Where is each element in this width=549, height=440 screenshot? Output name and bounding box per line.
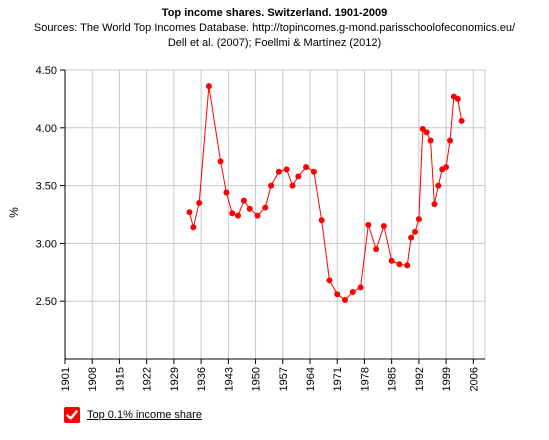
- data-point: [186, 209, 193, 216]
- data-point: [380, 223, 387, 230]
- data-point: [310, 168, 317, 175]
- legend-item-top-0-1[interactable]: Top 0.1% income share: [64, 407, 202, 423]
- legend-label[interactable]: Top 0.1% income share: [87, 409, 202, 421]
- x-tick-label: 2006: [468, 367, 480, 391]
- data-point: [295, 173, 302, 180]
- data-point: [246, 205, 253, 212]
- x-tick-label: 1929: [169, 367, 181, 391]
- x-tick-label: 1922: [142, 367, 154, 391]
- data-point: [283, 166, 290, 173]
- data-point: [275, 168, 282, 175]
- data-point: [223, 189, 230, 196]
- data-point: [404, 262, 411, 269]
- data-point: [235, 212, 242, 219]
- data-point: [240, 197, 247, 204]
- y-tick-label: 3.50: [36, 181, 57, 193]
- data-point: [229, 210, 236, 217]
- y-tick-label: 4.00: [36, 123, 57, 135]
- data-point: [427, 137, 434, 144]
- data-point: [447, 137, 453, 144]
- data-point: [412, 228, 418, 235]
- x-tick-label: 1936: [196, 367, 208, 391]
- checkbox-checked-icon[interactable]: [64, 407, 80, 423]
- data-point: [388, 257, 395, 264]
- x-tick-label: 1950: [251, 367, 263, 391]
- data-point: [190, 224, 197, 231]
- data-point: [419, 125, 426, 132]
- data-point: [454, 95, 461, 102]
- data-point: [334, 291, 341, 298]
- data-point: [342, 297, 348, 304]
- y-axis-label: %: [7, 207, 21, 218]
- x-tick-label: 1964: [305, 367, 317, 391]
- x-tick-label: 1908: [87, 367, 99, 391]
- y-tick-label: 3.00: [36, 238, 57, 250]
- y-tick-label: 4.50: [36, 65, 57, 77]
- data-point: [318, 217, 325, 224]
- data-point: [303, 164, 310, 171]
- data-point: [423, 129, 430, 136]
- data-point: [415, 216, 422, 223]
- data-point: [443, 164, 450, 171]
- x-tick-label: 1992: [414, 367, 426, 391]
- data-point: [217, 158, 224, 165]
- chart-subtitle-authors: Dell et al. (2007); Foellmi & Martínez (…: [167, 37, 382, 49]
- y-tick-label: 2.50: [36, 296, 57, 308]
- data-point: [205, 83, 212, 90]
- data-point: [349, 288, 356, 295]
- data-point: [408, 234, 415, 241]
- data-point: [289, 182, 296, 189]
- plot-area: [64, 69, 486, 360]
- chart-title: Top income shares. Switzerland. 1901-200…: [161, 7, 388, 19]
- x-tick-label: 1971: [332, 367, 344, 391]
- data-point: [254, 212, 261, 219]
- data-point: [431, 201, 438, 208]
- data-point: [373, 246, 380, 253]
- data-point: [396, 261, 403, 268]
- x-tick-label: 1957: [278, 367, 290, 391]
- data-point: [262, 204, 269, 211]
- data-point: [357, 284, 364, 291]
- x-tick-label: 1901: [60, 367, 72, 391]
- x-tick-label: 1999: [441, 367, 453, 391]
- chart-subtitle-sources: Sources: The World Top Incomes Database.…: [33, 22, 516, 34]
- data-point: [196, 199, 203, 206]
- data-point: [326, 277, 333, 284]
- x-tick-label: 1943: [223, 367, 235, 391]
- x-tick-label: 1978: [359, 367, 371, 391]
- data-point: [435, 182, 442, 189]
- data-point: [365, 221, 372, 228]
- x-tick-label: 1985: [387, 367, 399, 391]
- data-point: [458, 117, 465, 124]
- x-tick-label: 1915: [114, 367, 126, 391]
- data-point: [268, 182, 275, 189]
